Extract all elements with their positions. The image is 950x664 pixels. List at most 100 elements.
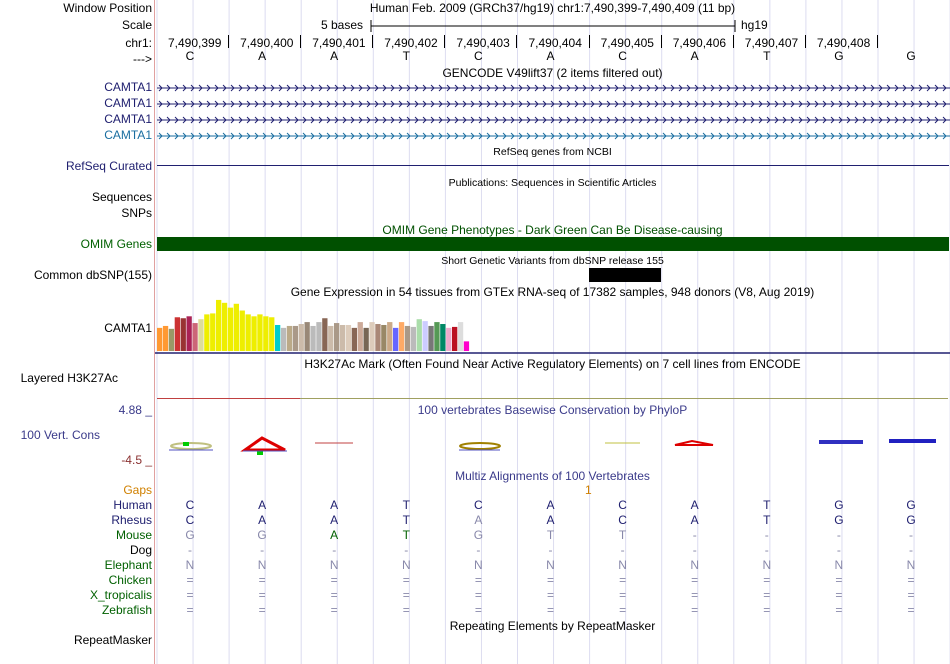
gtex-tissue-bar[interactable] [387,322,393,351]
alignment-base: - [692,528,697,542]
gtex-tissue-bar[interactable] [233,303,239,351]
gtex-tissue-bar[interactable] [357,322,363,351]
gencode-title: GENCODE V49lift37 (2 items filtered out) [442,66,663,80]
species-label-mouse[interactable]: Mouse [115,528,152,542]
gene-model-4[interactable] [157,132,950,140]
gtex-tissue-bar[interactable] [369,322,375,351]
species-label-human[interactable]: Human [113,498,152,512]
alignment-base: = [402,588,410,602]
gtex-tissue-bar[interactable] [227,307,234,351]
gtex-tissue-bar[interactable] [168,328,175,351]
gtex-tissue-bar[interactable] [186,316,192,351]
gtex-tissue-bar[interactable] [410,326,416,351]
gtex-title: Gene Expression in 54 tissues from GTEx … [290,285,815,299]
gap-count: 1 [585,483,592,497]
phylop-label[interactable]: 100 Vert. Cons [20,428,100,442]
gtex-tissue-bar[interactable] [334,323,340,351]
alignment-base: = [835,603,843,617]
species-label-rhesus[interactable]: Rhesus [111,513,152,527]
species-label-zebrafish[interactable]: Zebrafish [101,603,152,617]
gtex-tissue-bar[interactable] [280,327,287,351]
gtex-tissue-bar[interactable] [180,318,186,351]
gtex-tissue-bar[interactable] [328,325,334,351]
gtex-tissue-bar[interactable] [162,325,169,351]
gtex-tissue-bar[interactable] [269,317,275,351]
gtex-tissue-bar[interactable] [363,327,369,351]
gene-model-3[interactable] [157,116,950,124]
gtex-tissue-bar[interactable] [286,325,293,351]
gtex-tissue-bar[interactable] [245,314,251,351]
window-position-label[interactable]: Window Position [63,1,152,15]
gtex-tissue-bar[interactable] [239,310,245,351]
gtex-tissue-bar[interactable] [204,314,210,351]
gtex-tissue-bar[interactable] [351,327,357,351]
position-tick-label: 7,490,401 [312,36,366,50]
gtex-tissue-bar[interactable] [292,325,298,351]
gtex-tissue-bar[interactable] [298,324,304,351]
gtex-tissue-bar[interactable] [345,324,352,351]
chrom-label[interactable]: chr1: [125,36,152,50]
species-label-elephant[interactable]: Elephant [104,558,152,572]
gtex-tissue-bar[interactable] [157,327,163,351]
gtex-tissue-bar[interactable] [422,321,428,351]
gtex-tissue-bar[interactable] [192,323,198,351]
alignment-base: = [546,603,554,617]
species-label-chicken[interactable]: Chicken [108,573,152,587]
gene-model-1[interactable] [157,84,950,92]
publications-snps-label[interactable]: SNPs [121,206,152,220]
gtex-tissue-bar[interactable] [398,322,405,351]
gtex-tissue-bar[interactable] [381,324,387,351]
gtex-tissue-bar[interactable] [452,326,458,351]
gtex-tissue-bar[interactable] [275,324,281,351]
snp-feature[interactable] [589,268,661,282]
gtex-tissue-bar[interactable] [463,341,470,351]
publications-sequences-label[interactable]: Sequences [91,190,152,204]
refseq-label[interactable]: RefSeq Curated [65,159,152,173]
gtex-tissue-bar[interactable] [428,325,434,351]
alignment-base: T [763,513,771,527]
gtex-tissue-bar[interactable] [310,325,316,351]
gtex-tissue-bar[interactable] [339,324,346,351]
gene-label-3[interactable]: CAMTA1 [104,112,152,126]
alignment-base: T [402,498,410,512]
gtex-tissue-bar[interactable] [251,316,257,351]
gtex-tissue-bar[interactable] [210,313,216,351]
omim-gene-bar[interactable] [157,237,949,251]
gtex-tissue-bar[interactable] [375,324,381,351]
gtex-tissue-bar[interactable] [457,322,464,351]
phylop-logo-track[interactable] [155,436,950,458]
gtex-tissue-bar[interactable] [434,322,440,351]
gene-model-2[interactable] [157,100,950,108]
alignment-base: - [692,543,697,557]
gtex-tissue-bar[interactable] [216,299,222,351]
gtex-tissue-bar[interactable] [416,319,422,351]
species-label-dog[interactable]: Dog [129,543,152,557]
gtex-bar-chart[interactable] [155,298,950,356]
refseq-gene-line[interactable] [157,165,949,166]
gtex-tissue-bar[interactable] [174,317,180,351]
gtex-tissue-bar[interactable] [221,302,228,351]
gtex-tissue-bar[interactable] [322,318,328,351]
gtex-tissue-bar[interactable] [393,327,399,351]
gene-label-4[interactable]: CAMTA1 [104,128,152,142]
h3k27ac-label[interactable]: Layered H3K27Ac [20,371,118,385]
gtex-tissue-bar[interactable] [446,327,452,351]
gene-models[interactable] [155,80,950,142]
alignment-base: = [763,603,771,617]
gtex-tissue-bar[interactable] [440,324,446,351]
gtex-tissue-bar[interactable] [263,316,269,351]
gtex-tissue-bar[interactable] [304,322,310,351]
gtex-tissue-bar[interactable] [404,325,411,351]
gtex-tissue-bar[interactable] [198,319,204,351]
gtex-tissue-bar[interactable] [316,322,322,351]
position-tick [300,35,302,48]
gtex-tissue-bar[interactable] [257,314,263,351]
omim-label[interactable]: OMIM Genes [80,237,152,251]
gene-label-1[interactable]: CAMTA1 [104,80,152,94]
dbsnp-label[interactable]: Common dbSNP(155) [33,268,152,282]
gtex-label[interactable]: CAMTA1 [104,321,152,335]
gene-label-2[interactable]: CAMTA1 [104,96,152,110]
species-label-x_tropicalis[interactable]: X_tropicalis [89,588,152,602]
scale-label[interactable]: Scale [121,18,152,32]
repeatmasker-label[interactable]: RepeatMasker [73,633,152,647]
